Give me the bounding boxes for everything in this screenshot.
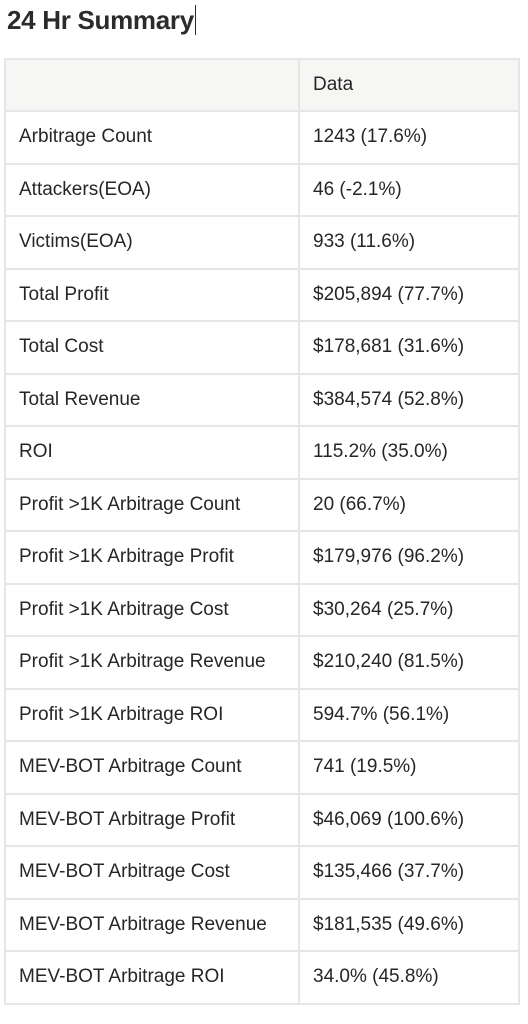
- value-cell[interactable]: $210,240 (81.5%): [298, 635, 520, 690]
- value-cell[interactable]: $384,574 (52.8%): [298, 372, 520, 427]
- table-row: Total Profit $205,894 (77.7%): [4, 267, 520, 322]
- table-row: Profit >1K Arbitrage Profit $179,976 (96…: [4, 530, 520, 585]
- table-row: MEV-BOT Arbitrage Revenue $181,535 (49.6…: [4, 897, 520, 952]
- value-cell[interactable]: 1243 (17.6%): [298, 110, 520, 165]
- header-cell-data[interactable]: Data: [298, 58, 520, 112]
- metric-cell[interactable]: MEV-BOT Arbitrage Profit: [4, 792, 300, 847]
- header-cell-metric[interactable]: [4, 58, 300, 112]
- metric-cell[interactable]: Total Revenue: [4, 372, 300, 427]
- table-header: Data: [4, 58, 520, 112]
- value-cell[interactable]: 594.7% (56.1%): [298, 687, 520, 742]
- metric-cell[interactable]: Profit >1K Arbitrage ROI: [4, 687, 300, 742]
- table-row: Profit >1K Arbitrage Revenue $210,240 (8…: [4, 635, 520, 690]
- value-cell[interactable]: $178,681 (31.6%): [298, 320, 520, 375]
- table-row: Victims(EOA) 933 (11.6%): [4, 215, 520, 270]
- table-row: Total Cost $178,681 (31.6%): [4, 320, 520, 375]
- metric-cell[interactable]: Victims(EOA): [4, 215, 300, 270]
- metric-cell[interactable]: MEV-BOT Arbitrage Count: [4, 740, 300, 795]
- table-row: Arbitrage Count 1243 (17.6%): [4, 110, 520, 165]
- summary-table: Data Arbitrage Count 1243 (17.6%) Attack…: [4, 58, 520, 1005]
- value-cell[interactable]: 933 (11.6%): [298, 215, 520, 270]
- page-title-block[interactable]: 24 Hr Summary: [7, 3, 196, 37]
- value-cell[interactable]: $30,264 (25.7%): [298, 582, 520, 637]
- metric-cell[interactable]: Profit >1K Arbitrage Revenue: [4, 635, 300, 690]
- text-cursor: [194, 5, 196, 35]
- value-cell[interactable]: $135,466 (37.7%): [298, 845, 520, 900]
- value-cell[interactable]: $205,894 (77.7%): [298, 267, 520, 322]
- table-row: Profit >1K Arbitrage ROI 594.7% (56.1%): [4, 687, 520, 742]
- table-row: Total Revenue $384,574 (52.8%): [4, 372, 520, 427]
- value-cell[interactable]: $179,976 (96.2%): [298, 530, 520, 585]
- metric-cell[interactable]: Total Cost: [4, 320, 300, 375]
- table-row: Profit >1K Arbitrage Count 20 (66.7%): [4, 477, 520, 532]
- table-row: Profit >1K Arbitrage Cost $30,264 (25.7%…: [4, 582, 520, 637]
- table-row: MEV-BOT Arbitrage Cost $135,466 (37.7%): [4, 845, 520, 900]
- value-cell[interactable]: 46 (-2.1%): [298, 162, 520, 217]
- value-cell[interactable]: $181,535 (49.6%): [298, 897, 520, 952]
- metric-cell[interactable]: MEV-BOT Arbitrage Revenue: [4, 897, 300, 952]
- table-row: MEV-BOT Arbitrage Count 741 (19.5%): [4, 740, 520, 795]
- table-row: ROI 115.2% (35.0%): [4, 425, 520, 480]
- metric-cell[interactable]: Profit >1K Arbitrage Cost: [4, 582, 300, 637]
- table-body: Arbitrage Count 1243 (17.6%) Attackers(E…: [4, 110, 520, 1005]
- table-header-row: Data: [4, 58, 520, 112]
- metric-cell[interactable]: Attackers(EOA): [4, 162, 300, 217]
- metric-cell[interactable]: ROI: [4, 425, 300, 480]
- value-cell[interactable]: 20 (66.7%): [298, 477, 520, 532]
- metric-cell[interactable]: Profit >1K Arbitrage Count: [4, 477, 300, 532]
- value-cell[interactable]: 741 (19.5%): [298, 740, 520, 795]
- table-row: MEV-BOT Arbitrage Profit $46,069 (100.6%…: [4, 792, 520, 847]
- page-title[interactable]: 24 Hr Summary: [7, 4, 194, 35]
- value-cell[interactable]: $46,069 (100.6%): [298, 792, 520, 847]
- metric-cell[interactable]: Arbitrage Count: [4, 110, 300, 165]
- table-row: MEV-BOT Arbitrage ROI 34.0% (45.8%): [4, 950, 520, 1005]
- value-cell[interactable]: 115.2% (35.0%): [298, 425, 520, 480]
- metric-cell[interactable]: MEV-BOT Arbitrage ROI: [4, 950, 300, 1005]
- value-cell[interactable]: 34.0% (45.8%): [298, 950, 520, 1005]
- metric-cell[interactable]: Profit >1K Arbitrage Profit: [4, 530, 300, 585]
- metric-cell[interactable]: MEV-BOT Arbitrage Cost: [4, 845, 300, 900]
- metric-cell[interactable]: Total Profit: [4, 267, 300, 322]
- table-row: Attackers(EOA) 46 (-2.1%): [4, 162, 520, 217]
